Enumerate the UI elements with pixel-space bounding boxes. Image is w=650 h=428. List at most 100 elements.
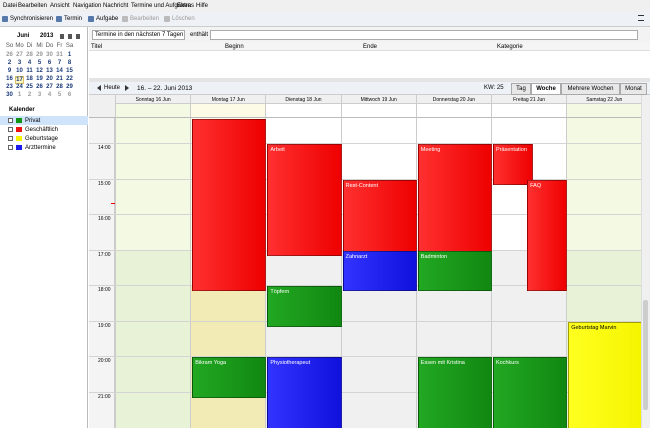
day-number[interactable]: 26: [36, 84, 43, 90]
toolbar-button[interactable]: Aufgabe: [96, 16, 119, 22]
event[interactable]: Bikram Yoga: [192, 357, 267, 398]
day-number[interactable]: 25: [26, 84, 33, 90]
day-number[interactable]: 29: [36, 52, 43, 58]
day-number[interactable]: 21: [56, 76, 63, 82]
view-tab[interactable]: Monat: [620, 83, 647, 95]
day-number[interactable]: 5: [37, 60, 42, 66]
day-number[interactable]: 6: [47, 60, 52, 66]
menu-item[interactable]: Navigation: [73, 3, 102, 9]
day-number[interactable]: 8: [67, 60, 72, 66]
view-tab[interactable]: Mehrere Wochen: [561, 83, 620, 95]
column-header[interactable]: Kategorie: [497, 44, 523, 50]
filter-select[interactable]: Termine in den nächsten 7 Tagen: [92, 30, 185, 40]
day-number[interactable]: 3: [17, 60, 22, 66]
day-number[interactable]: 28: [56, 84, 63, 90]
toolbar-button[interactable]: Termin: [64, 16, 83, 22]
column-header[interactable]: Beginn: [225, 44, 244, 50]
day-number[interactable]: 26: [6, 52, 13, 58]
checkbox[interactable]: [8, 118, 13, 123]
checkbox[interactable]: [8, 145, 13, 150]
event[interactable]: Essen mit Kristina: [417, 357, 492, 428]
menu-item[interactable]: Bearbeiten: [18, 3, 48, 9]
event[interactable]: Kochkurs: [493, 357, 568, 428]
toolbar-button[interactable]: Bearbeiten: [130, 16, 160, 22]
event[interactable]: Rest-Content: [342, 179, 417, 256]
toolbar-icon[interactable]: [56, 16, 62, 22]
day-header[interactable]: Samstag 22 Jun: [566, 95, 641, 104]
day-number[interactable]: 30: [46, 52, 53, 58]
day-header[interactable]: Freitag 21 Jun: [491, 95, 567, 104]
day-number[interactable]: 7: [57, 60, 62, 66]
event[interactable]: Geburtstag Marvin: [568, 321, 641, 428]
toolbar-icon[interactable]: [88, 16, 94, 22]
day-number[interactable]: 13: [46, 68, 53, 74]
calendar-name[interactable]: Arzttermine: [25, 145, 56, 151]
menu-item[interactable]: Nachricht: [103, 3, 129, 9]
event[interactable]: Physiotherapeut: [267, 357, 342, 428]
day-header[interactable]: Donnerstag 20 Jun: [415, 95, 491, 104]
view-tab[interactable]: Tag: [511, 83, 531, 95]
calendar-name[interactable]: Geschäftlich: [25, 127, 59, 133]
month[interactable]: Juni: [17, 33, 30, 39]
day-number[interactable]: 4: [27, 60, 32, 66]
menu-button[interactable]: [638, 15, 644, 21]
day-number[interactable]: 14: [56, 68, 63, 74]
prev-arrow[interactable]: [94, 85, 101, 91]
menu-item[interactable]: Datei: [3, 3, 18, 9]
day-number[interactable]: 28: [26, 52, 33, 58]
day-number[interactable]: 11: [26, 68, 33, 74]
checkbox[interactable]: [8, 127, 13, 132]
view-tab[interactable]: Woche: [531, 83, 561, 95]
day-number[interactable]: 16: [6, 76, 13, 82]
toolbar-button[interactable]: Löschen: [172, 16, 195, 22]
day-number[interactable]: 6: [67, 92, 72, 98]
day-number[interactable]: 2: [27, 92, 32, 98]
day-number[interactable]: 27: [16, 52, 23, 58]
day-number[interactable]: 3: [37, 92, 42, 98]
day-number[interactable]: 23: [6, 84, 13, 90]
event[interactable]: Töpfern: [267, 286, 342, 327]
toolbar-button[interactable]: Synchronisieren: [10, 16, 54, 22]
calendar-name[interactable]: Geburtstage: [25, 136, 59, 142]
scrollbar[interactable]: [641, 95, 650, 428]
day-number[interactable]: 20: [46, 76, 53, 82]
day-number[interactable]: 17: [15, 76, 24, 84]
day-number[interactable]: 10: [16, 68, 23, 74]
day-number[interactable]: 18: [26, 76, 33, 82]
event[interactable]: Präsentation: [493, 144, 534, 185]
event[interactable]: Meeting: [417, 144, 492, 256]
day-number[interactable]: 2: [7, 60, 12, 66]
event[interactable]: Arbeit: [267, 144, 342, 256]
event[interactable]: FAQ: [527, 179, 568, 291]
day-number[interactable]: 1: [67, 52, 72, 58]
day-number[interactable]: 15: [66, 68, 73, 74]
event[interactable]: Zahnarzt: [342, 250, 417, 291]
day-number[interactable]: 31: [56, 52, 63, 58]
day-number[interactable]: 12: [36, 68, 43, 74]
day-header[interactable]: Dienstag 18 Jun: [265, 95, 341, 104]
calendar-name[interactable]: Privat: [25, 118, 41, 124]
day-number[interactable]: 4: [47, 92, 52, 98]
next-arrow[interactable]: [125, 85, 132, 91]
day-number[interactable]: 22: [66, 76, 73, 82]
day-number[interactable]: 30: [6, 92, 13, 98]
event[interactable]: Badminton: [417, 250, 492, 291]
toolbar-icon[interactable]: [122, 16, 128, 22]
column-header[interactable]: Ende: [363, 44, 378, 50]
day-number[interactable]: 24: [16, 84, 23, 90]
column-header[interactable]: Titel: [91, 44, 103, 50]
menu-item[interactable]: Hilfe: [196, 3, 209, 9]
day-header[interactable]: Sonntag 16 Jun: [115, 95, 191, 104]
event[interactable]: [192, 119, 267, 291]
checkbox[interactable]: [8, 136, 13, 141]
day-number[interactable]: 1: [17, 92, 22, 98]
day-number[interactable]: 29: [66, 84, 73, 90]
day-number[interactable]: 27: [46, 84, 53, 90]
day-header[interactable]: Montag 17 Jun: [190, 95, 266, 104]
day-number[interactable]: 9: [7, 68, 12, 74]
nav-arrows[interactable]: [60, 34, 80, 39]
year[interactable]: 2013: [40, 33, 54, 39]
toolbar-icon[interactable]: [2, 16, 8, 22]
toolbar-icon[interactable]: [164, 16, 170, 22]
today-button[interactable]: Heute: [104, 85, 121, 91]
